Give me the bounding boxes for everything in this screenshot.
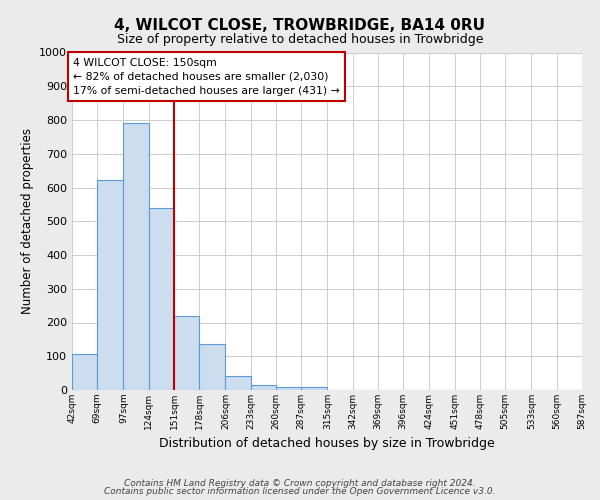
Text: 4 WILCOT CLOSE: 150sqm
← 82% of detached houses are smaller (2,030)
17% of semi-: 4 WILCOT CLOSE: 150sqm ← 82% of detached… bbox=[73, 58, 340, 96]
Bar bbox=[124, 123, 149, 390]
Bar bbox=[199, 344, 224, 390]
Text: Size of property relative to detached houses in Trowbridge: Size of property relative to detached ho… bbox=[117, 32, 483, 46]
Bar bbox=[226, 376, 251, 390]
Bar bbox=[97, 180, 122, 390]
Text: 4, WILCOT CLOSE, TROWBRIDGE, BA14 0RU: 4, WILCOT CLOSE, TROWBRIDGE, BA14 0RU bbox=[115, 18, 485, 32]
Bar bbox=[276, 386, 301, 390]
X-axis label: Distribution of detached houses by size in Trowbridge: Distribution of detached houses by size … bbox=[159, 438, 495, 450]
Text: Contains HM Land Registry data © Crown copyright and database right 2024.: Contains HM Land Registry data © Crown c… bbox=[124, 478, 476, 488]
Bar bbox=[251, 385, 276, 390]
Bar bbox=[174, 316, 199, 390]
Y-axis label: Number of detached properties: Number of detached properties bbox=[20, 128, 34, 314]
Bar bbox=[301, 386, 326, 390]
Text: Contains public sector information licensed under the Open Government Licence v3: Contains public sector information licen… bbox=[104, 487, 496, 496]
Bar bbox=[72, 354, 97, 390]
Bar bbox=[149, 208, 174, 390]
